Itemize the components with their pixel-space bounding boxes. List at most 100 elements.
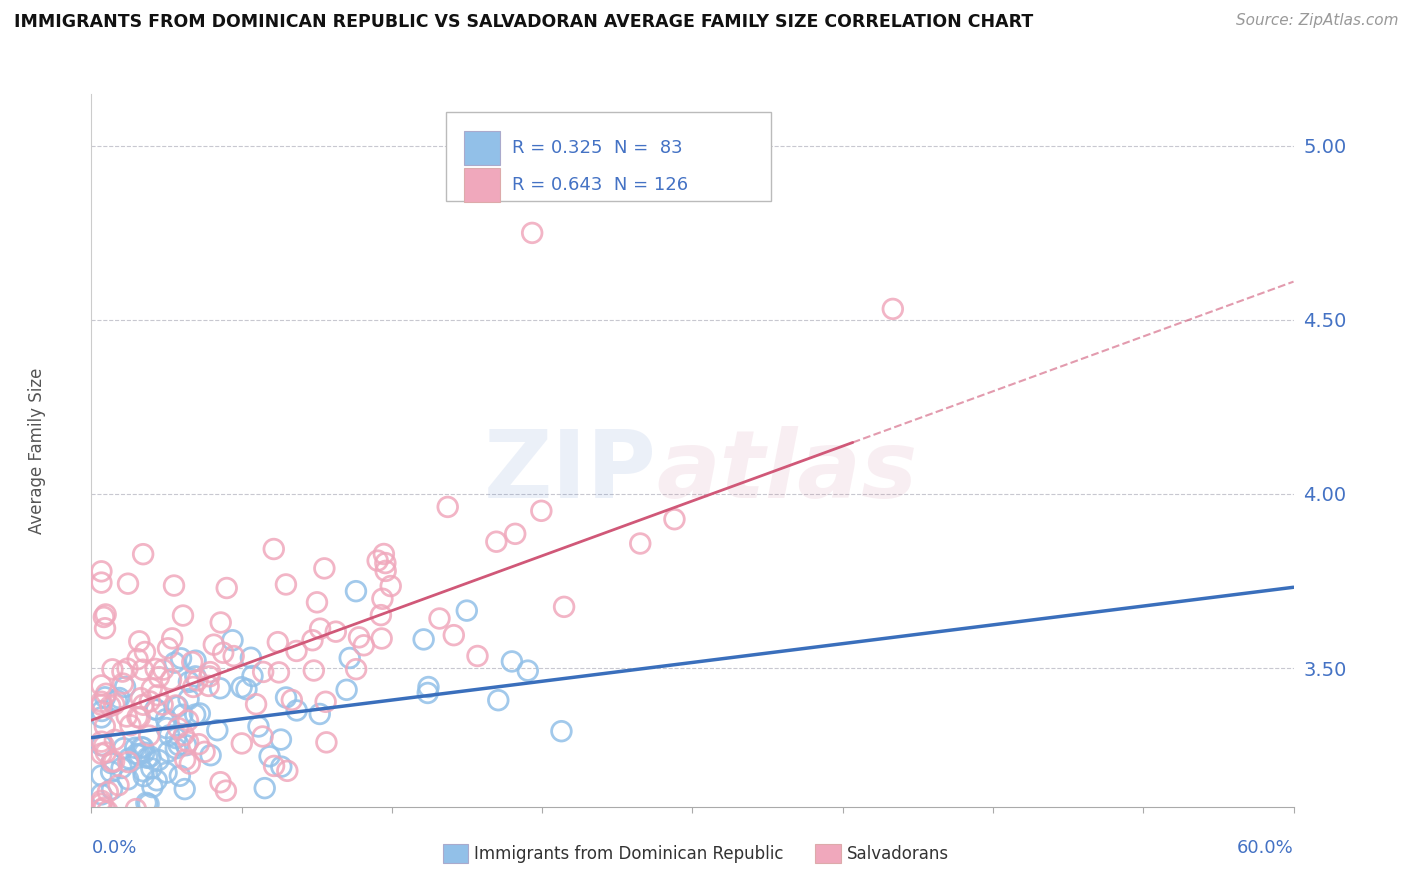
Point: [212, 646, 235, 660]
Point: [207, 723, 229, 738]
Point: [90, 678, 112, 692]
Point: [141, 780, 163, 794]
Point: [245, 698, 267, 712]
Point: [486, 693, 509, 707]
Point: [110, 761, 132, 775]
Point: [129, 691, 152, 706]
Point: [94, 687, 117, 701]
Point: [200, 748, 222, 763]
Point: [194, 745, 217, 759]
Point: [285, 644, 308, 658]
Point: [177, 692, 200, 706]
Point: [131, 740, 153, 755]
Point: [103, 698, 125, 712]
Point: [353, 638, 375, 652]
Point: [163, 656, 186, 670]
Point: [177, 735, 200, 749]
Point: [301, 633, 323, 648]
Point: [125, 802, 148, 816]
Point: [117, 755, 139, 769]
Point: [152, 663, 174, 677]
Point: [305, 595, 328, 609]
Point: [127, 710, 149, 724]
Point: [309, 622, 332, 636]
Point: [90, 565, 112, 579]
Point: [209, 775, 232, 789]
Point: [215, 581, 238, 595]
Point: [98, 698, 121, 713]
Point: [104, 732, 127, 747]
Point: [114, 680, 136, 694]
Point: [90, 850, 112, 864]
Point: [436, 500, 458, 514]
Text: IMMIGRANTS FROM DOMINICAN REPUBLIC VS SALVADORAN AVERAGE FAMILY SIZE CORRELATION: IMMIGRANTS FROM DOMINICAN REPUBLIC VS SA…: [14, 13, 1033, 31]
Point: [274, 577, 297, 591]
Point: [550, 724, 572, 739]
Point: [167, 738, 190, 752]
Point: [281, 693, 304, 707]
Point: [373, 547, 395, 561]
Point: [128, 710, 150, 724]
Point: [160, 673, 183, 687]
Point: [141, 681, 163, 696]
Point: [177, 674, 200, 689]
Point: [90, 794, 112, 808]
Point: [315, 735, 337, 749]
Point: [132, 769, 155, 783]
Point: [485, 534, 508, 549]
Point: [138, 729, 160, 743]
Point: [173, 728, 195, 742]
Point: [100, 756, 122, 771]
Point: [501, 655, 523, 669]
Point: [157, 745, 180, 759]
Point: [181, 680, 204, 694]
Point: [270, 732, 292, 747]
Point: [308, 706, 330, 721]
Text: Immigrants from Dominican Republic: Immigrants from Dominican Republic: [474, 845, 783, 863]
Point: [96, 804, 118, 818]
Point: [172, 608, 194, 623]
Point: [97, 785, 120, 799]
Point: [177, 714, 200, 728]
Point: [188, 706, 211, 721]
Point: [128, 747, 150, 762]
Point: [93, 610, 115, 624]
Point: [270, 759, 292, 773]
Point: [118, 751, 141, 765]
Point: [132, 663, 155, 677]
Point: [186, 673, 208, 688]
Text: ZIP: ZIP: [484, 425, 657, 518]
Point: [456, 604, 478, 618]
Point: [94, 690, 117, 705]
Point: [371, 591, 394, 606]
Point: [263, 541, 285, 556]
Point: [90, 797, 112, 811]
Point: [418, 680, 440, 694]
Point: [127, 652, 149, 666]
Point: [184, 669, 207, 683]
Point: [374, 564, 396, 578]
Point: [94, 607, 117, 622]
Point: [172, 707, 194, 722]
Point: [347, 631, 370, 645]
Text: Source: ZipAtlas.com: Source: ZipAtlas.com: [1236, 13, 1399, 29]
Point: [253, 781, 276, 796]
Point: [242, 669, 264, 683]
Point: [166, 699, 188, 714]
Point: [209, 681, 232, 696]
Point: [117, 576, 139, 591]
Bar: [464, 131, 501, 165]
Point: [197, 679, 219, 693]
Point: [222, 649, 245, 664]
Point: [117, 772, 139, 787]
Point: [315, 695, 337, 709]
Point: [184, 654, 207, 668]
Point: [314, 561, 336, 575]
Text: Average Family Size: Average Family Size: [28, 368, 46, 533]
Point: [107, 778, 129, 792]
Point: [285, 703, 308, 717]
Point: [416, 686, 439, 700]
Point: [101, 782, 124, 797]
Point: [198, 669, 221, 683]
Point: [112, 741, 135, 756]
